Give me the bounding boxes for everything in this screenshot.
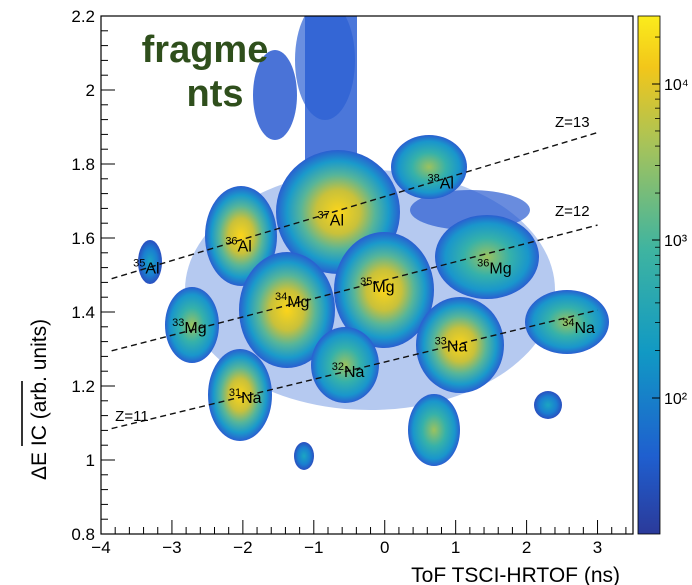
density-map: Z=11 Z=12 Z=13 35Al 36Al 37Al 38Al 33Mg 34Mg 35M…: [111, 16, 609, 470]
blob-35Mg: [334, 232, 434, 348]
isotope-label: 32Na: [332, 361, 365, 381]
blob-31Na: [208, 349, 272, 441]
blob-33Na: [416, 297, 504, 393]
y-tick-label: 1.4: [71, 303, 95, 322]
x-axis: −4 −3 −2 −1 0 1 2 3: [91, 520, 627, 557]
isotope-label: 37Al: [318, 210, 344, 230]
isotope-label: 38Al: [427, 173, 453, 193]
isotope-label: 34Mg: [275, 291, 309, 311]
fragments-annotation: fragme nts: [142, 29, 269, 115]
blob-small-bottom: [294, 442, 314, 470]
y-tick-label: 1: [86, 451, 95, 470]
x-tick-label: −4: [91, 538, 110, 557]
blob-34Mg: [239, 252, 335, 368]
isotope-label: 33Mg: [172, 317, 206, 337]
colorbar: [638, 16, 660, 534]
y-tick-label: 1.6: [71, 229, 95, 248]
blob-32Na: [311, 327, 379, 403]
colorbar-tick-label: 10⁴: [664, 77, 689, 94]
blob-small-right: [534, 391, 562, 419]
blob-38Al: [391, 135, 467, 199]
z-line: [111, 309, 598, 430]
y-axis: 0.8 1 1.2 1.4 1.6 1.8 2 2.2: [71, 7, 115, 544]
x-tick-label: 3: [593, 538, 602, 557]
x-axis-title: ToF TSCI-HRTOF (ns): [411, 564, 620, 585]
colorbar-tick-label: 10³: [664, 233, 688, 250]
isotope-label: 33Na: [435, 335, 468, 355]
blob-36Mg: [435, 215, 539, 299]
colorbar-ticks: 10² 10³ 10⁴: [652, 36, 689, 408]
y-tick-label: 1.8: [71, 155, 95, 174]
isotope-label: 35Al: [133, 258, 159, 278]
x-tick-label: −1: [304, 538, 323, 557]
blob-33Mg: [165, 287, 219, 363]
y-tick-label: 1.2: [71, 377, 95, 396]
y-tick-label: 2: [86, 81, 95, 100]
x-tick-label: −3: [162, 538, 181, 557]
z-line: [111, 224, 598, 352]
isotope-label: 36Mg: [477, 258, 511, 278]
beam-streak-top: [295, 16, 355, 120]
z-label: Z=13: [555, 114, 590, 131]
isotope-label: 31Na: [229, 387, 262, 407]
y-axis-title: ΔE IC (arb. units): [28, 319, 51, 480]
plume: [253, 50, 297, 140]
z-label: Z=11: [115, 408, 149, 425]
z-label: Z=12: [555, 203, 590, 220]
isotope-labels: 35Al 36Al 37Al 38Al 33Mg 34Mg 35Mg 36Mg 31Na 32Na…: [133, 173, 595, 408]
plot-frame: [100, 15, 634, 535]
isotope-label: 36Al: [225, 235, 251, 255]
y-tick-label: 2.2: [71, 7, 95, 26]
blob-36Al: [205, 186, 277, 286]
z-lines: Z=11 Z=12 Z=13: [111, 114, 598, 430]
x-tick-label: 1: [451, 538, 460, 557]
isotope-label: 35Mg: [360, 276, 394, 296]
y-tick-label: 0.8: [71, 525, 95, 544]
z-line: [111, 131, 598, 280]
isotope-label: 34Na: [562, 317, 595, 337]
x-tick-label: −2: [233, 538, 252, 557]
blob-low-center: [408, 394, 460, 466]
colorbar-tick-label: 10²: [664, 391, 688, 408]
blob-35Al: [138, 240, 162, 284]
x-tick-label: 2: [522, 538, 531, 557]
blob-34Na: [525, 290, 609, 354]
x-tick-label: 0: [380, 538, 389, 557]
